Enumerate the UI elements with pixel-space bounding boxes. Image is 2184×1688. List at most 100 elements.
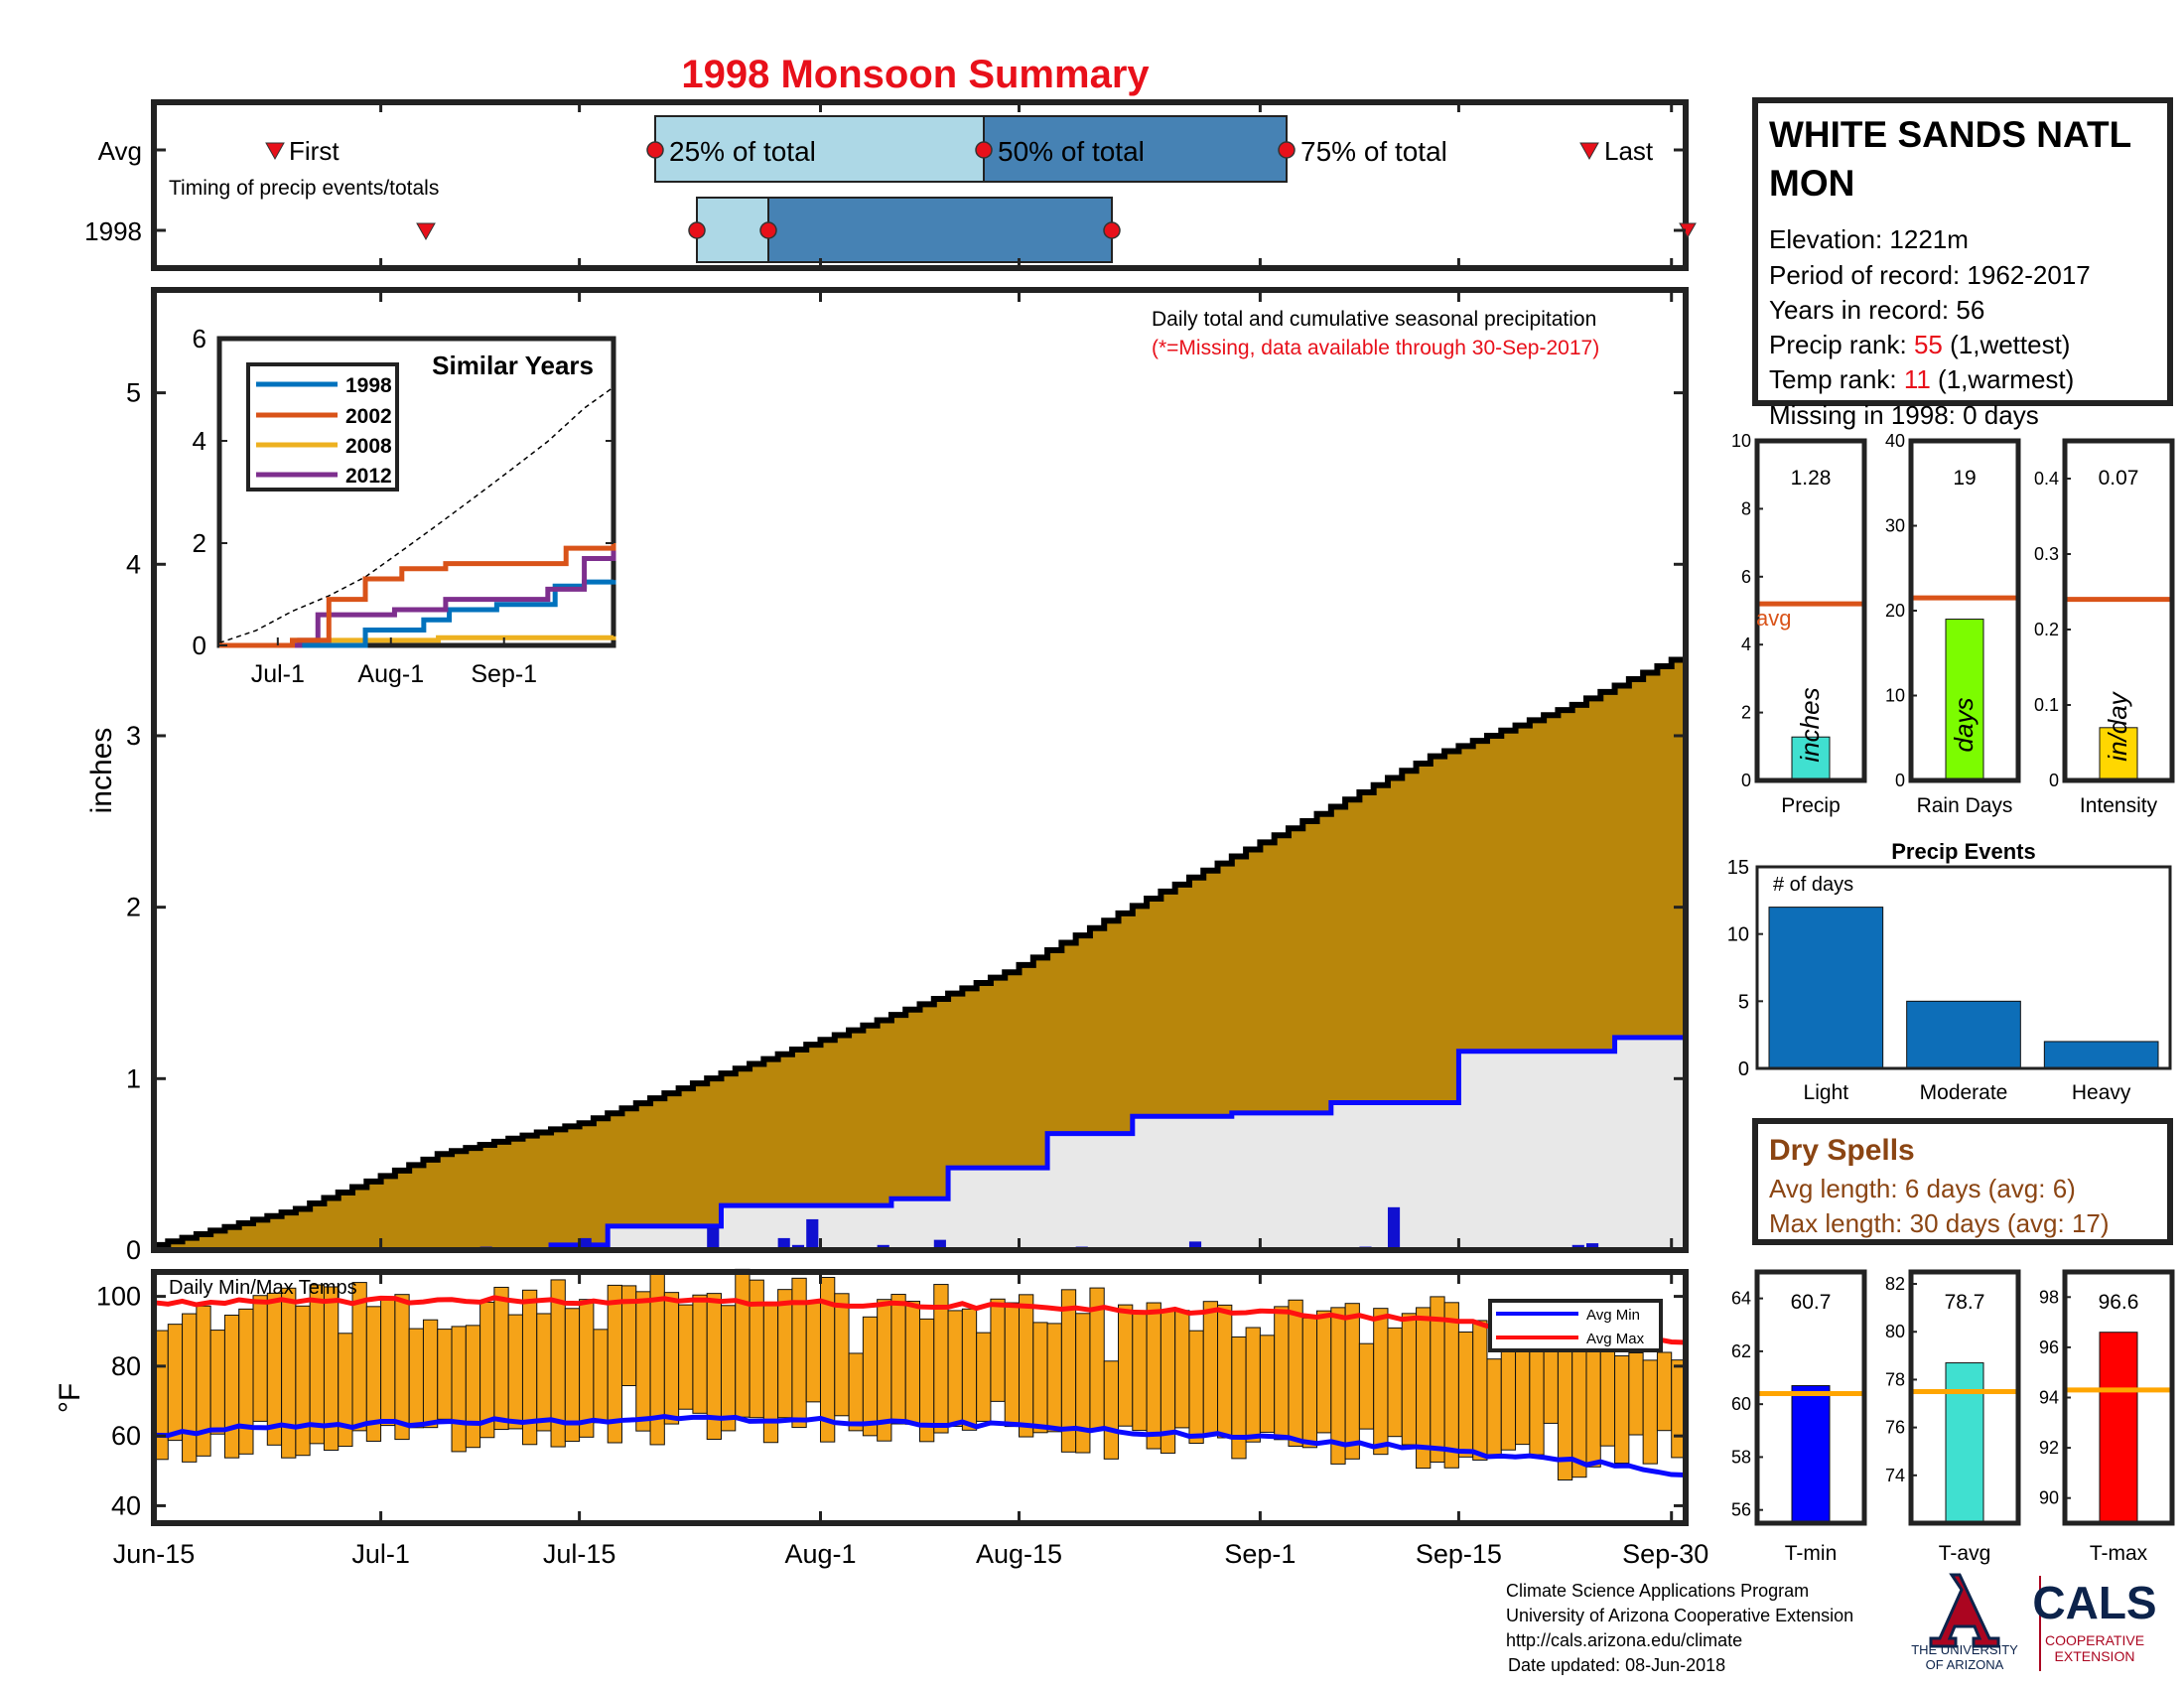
cals-logo-text: CALS: [2032, 1577, 2156, 1628]
daily-precip-bar: [707, 1227, 720, 1250]
daily-temp-bar: [536, 1313, 552, 1432]
avg-max-temp-line: [153, 1295, 1687, 1345]
avg-first-quartile-box: [654, 115, 985, 183]
footer-line-4: Date updated: 08-Jun-2018: [1508, 1655, 1725, 1675]
precip-events-title: Precip Events: [1891, 839, 2036, 864]
daily-temp-bar: [1614, 1355, 1630, 1465]
intensity-value-label: 0.07: [2099, 467, 2139, 490]
temp-y-tick-label: 100: [96, 1282, 141, 1312]
precip-event-bar: [1768, 907, 1884, 1069]
daily-temp-bar: [1174, 1310, 1190, 1429]
avg-reference-label: avg: [1756, 606, 1791, 631]
row-label-year: 1998: [84, 216, 142, 246]
inset-x-tick-label: Sep-1: [471, 660, 537, 688]
legend-label-avg-min: Avg Min: [1586, 1307, 1640, 1324]
station-info-panel: WHITE SANDS NATL MON Elevation: 1221m Pe…: [1752, 97, 2173, 430]
station-elevation: Elevation: 1221m: [1769, 224, 1969, 254]
daily-precip-bar: [1188, 1241, 1202, 1250]
intensity-category-label: Intensity: [2080, 794, 2158, 817]
precip-events-panel: Precip Events Light Moderate Heavy 0 5 10 15 #…: [1727, 839, 2172, 1104]
daily-precip-bar: [806, 1218, 819, 1250]
daily-temp-bar: [1046, 1323, 1062, 1433]
tmin-tick-label: 62: [1731, 1341, 1751, 1361]
daily-temp-bar: [1529, 1336, 1545, 1456]
daily-temp-bar: [1231, 1336, 1247, 1460]
tmax-tick-label: 94: [2039, 1388, 2059, 1408]
y-tick-label: 0: [126, 1235, 141, 1265]
x-tick-label: Jul-15: [543, 1539, 616, 1569]
temp-plot-ticks: 40 60 80 100: [96, 1272, 1686, 1523]
tavg-panel: 74 76 78 80 82: [1885, 1269, 2021, 1526]
daily-precip-bar: [1387, 1206, 1401, 1250]
daily-temp-bar: [380, 1299, 396, 1427]
daily-temp-bar: [266, 1292, 283, 1446]
daily-temp-bar: [1344, 1303, 1360, 1460]
figure-title: 1998 Monsoon Summary: [681, 53, 1150, 96]
daily-temp-bar: [990, 1298, 1006, 1402]
ua-logo-text-2: OF ARIZONA: [1926, 1657, 2004, 1672]
rain-days-tick-label: 20: [1885, 601, 1905, 621]
temp-y-tick-label: 60: [111, 1421, 141, 1451]
daily-temp-bar: [281, 1287, 297, 1459]
events-frame: [1755, 865, 2172, 1070]
temp-plot-frame: [151, 1269, 1689, 1526]
daily-temp-bar: [1032, 1322, 1048, 1434]
rain-days-category-label: Rain Days: [1917, 794, 2013, 817]
footer-line-3: http://cals.arizona.edu/climate: [1506, 1630, 1742, 1650]
dry-spells-title: Dry Spells: [1769, 1134, 1915, 1167]
station-name-line2: MON: [1769, 163, 1854, 204]
daily-temp-bar: [692, 1294, 708, 1414]
daily-temp-bar: [890, 1294, 906, 1425]
cals-logo-subtext-1: COOPERATIVE: [2045, 1632, 2144, 1648]
avg-50-marker: [975, 141, 993, 159]
avg-25-marker: [646, 141, 664, 159]
avg-25-label: 25% of total: [669, 136, 816, 167]
avg-min-temp-line: [153, 1414, 1687, 1477]
daily-temp-bar: [1103, 1360, 1120, 1460]
temp-y-tick-label: 40: [111, 1490, 141, 1520]
daily-temp-bar: [947, 1310, 963, 1427]
daily-temp-bar: [295, 1305, 311, 1457]
station-precip-rank: Precip rank: 55 (1,wettest): [1769, 330, 2070, 359]
tavg-tick-label: 82: [1885, 1274, 1905, 1294]
rain-days-tick-label: 10: [1885, 686, 1905, 706]
daily-temp-bar: [309, 1284, 325, 1445]
rain-days-tick-label: 30: [1885, 516, 1905, 536]
last-event-label: Last: [1604, 136, 1654, 166]
precip-event-bar: [2043, 1041, 2159, 1069]
dry-spells-panel: Dry Spells Avg length: 6 days (avg: 6) M…: [1752, 1118, 2173, 1245]
precip-tick-label: 8: [1741, 498, 1751, 518]
daily-temp-bar: [437, 1329, 453, 1420]
cumulative-precip-step-line: [154, 656, 1686, 1248]
year-second-quartile-box: [767, 197, 1113, 263]
tmax-tick-label: 92: [2039, 1438, 2059, 1458]
intensity-tick-label: 0.4: [2034, 469, 2059, 489]
inset-line-2002: [219, 543, 616, 648]
intensity-frame: [2062, 438, 2175, 783]
daily-temp-bar: [422, 1319, 439, 1429]
precip-panel: 0 2 4 6 8 10: [1731, 431, 1867, 790]
daily-temp-bar: [1301, 1317, 1318, 1449]
year-75-marker: [1103, 221, 1121, 239]
events-tick-label: 10: [1727, 924, 1749, 946]
small-temp-bars: 56 58 60 62 64 74 76 78 80 82 90 92 94 96 98: [1731, 1269, 2175, 1526]
rain-days-unit-label: days: [1949, 698, 1979, 753]
intensity-background: [2065, 441, 2172, 780]
tmin-bar: [1791, 1385, 1831, 1524]
precip-value-label: 1.28: [1791, 467, 1832, 490]
avg-first-event-marker: [265, 142, 285, 161]
tmax-tick-label: 90: [2039, 1488, 2059, 1508]
x-tick-label: Sep-1: [1224, 1539, 1296, 1569]
y-tick-label: 3: [126, 721, 141, 751]
daily-temp-bar: [735, 1268, 751, 1418]
daily-temp-bar: [1585, 1349, 1601, 1468]
x-tick-label: Sep-15: [1416, 1539, 1502, 1569]
daily-temp-bar: [1259, 1335, 1276, 1433]
main-plot-frame: [151, 287, 1689, 1253]
inset-ticks: 0 2 4 6 Jul-1 Aug-1 Sep-1: [193, 324, 614, 688]
block-a-logo: [1929, 1573, 2000, 1648]
daily-temp-bar: [1486, 1358, 1502, 1457]
small-precip-bars: 0 2 4 6 8 10 0 10 20 30 40 0 0.1 0.2 0.3 0.4: [1731, 431, 2175, 790]
daily-temp-bar: [1642, 1359, 1658, 1465]
intensity-tick-label: 0.1: [2034, 695, 2059, 715]
